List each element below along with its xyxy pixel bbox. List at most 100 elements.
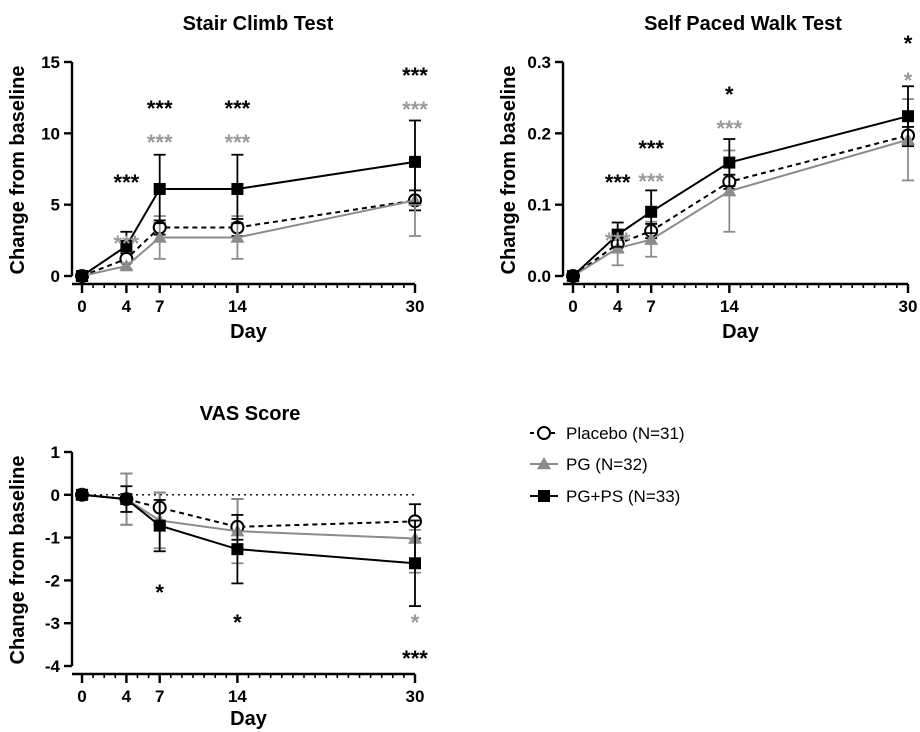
x-tick-label: 4 bbox=[122, 297, 132, 316]
significance-marker: *** bbox=[402, 63, 428, 88]
x-tick-label: 14 bbox=[228, 297, 247, 316]
legend-label: Placebo (N=31) bbox=[566, 424, 685, 443]
y-tick-label: 5 bbox=[51, 196, 60, 215]
pgps-point bbox=[409, 557, 421, 570]
significance-marker: *** bbox=[114, 170, 140, 195]
y-tick-label: -3 bbox=[45, 614, 60, 633]
significance-marker: *** bbox=[402, 646, 428, 671]
significance-marker: *** bbox=[605, 170, 631, 195]
legend-marker bbox=[538, 490, 550, 502]
chart-0: Stair Climb Test Change from baseline Day 0… bbox=[7, 13, 428, 343]
x-tick-label: 30 bbox=[899, 297, 918, 316]
significance-marker: *** bbox=[402, 97, 428, 122]
pg-point bbox=[230, 230, 245, 243]
x-axis-label: Day bbox=[230, 321, 268, 343]
significance-marker: * bbox=[904, 31, 913, 56]
y-tick-label: 0.1 bbox=[527, 196, 551, 215]
y-tick-label: -2 bbox=[45, 571, 60, 590]
pgps-point bbox=[645, 205, 658, 218]
x-tick-label: 0 bbox=[77, 297, 86, 316]
pgps-point bbox=[902, 110, 914, 123]
x-axis-label: Day bbox=[230, 708, 268, 730]
y-axis-label: Change from baseline bbox=[7, 66, 29, 275]
legend-entry-1: PG (N=32) bbox=[530, 455, 648, 474]
legend-entry-2: PG+PS (N=33) bbox=[530, 487, 680, 506]
x-tick-label: 7 bbox=[155, 297, 164, 316]
y-axis-label: Change from baseline bbox=[7, 456, 29, 665]
significance-marker: * bbox=[904, 68, 913, 93]
pg-point bbox=[152, 230, 167, 243]
pgps-point bbox=[723, 156, 736, 169]
significance-marker: * bbox=[233, 610, 242, 635]
significance-marker: *** bbox=[605, 228, 631, 253]
pg-point bbox=[722, 184, 737, 197]
significance-marker: *** bbox=[225, 96, 251, 121]
x-tick-label: 30 bbox=[406, 687, 425, 706]
significance-marker: *** bbox=[716, 116, 742, 141]
series-placebo bbox=[566, 126, 915, 283]
significance-annotations: *** *** *** *** *** *** *** *** bbox=[114, 63, 429, 256]
significance-marker: *** bbox=[147, 130, 173, 155]
significance-marker: *** bbox=[638, 136, 664, 161]
significance-marker: *** bbox=[638, 169, 664, 194]
y-tick-label: 0.3 bbox=[527, 53, 551, 72]
pgps-point bbox=[231, 182, 244, 195]
x-tick-label: 14 bbox=[228, 687, 247, 706]
legend-entry-0: Placebo (N=31) bbox=[530, 424, 685, 443]
significance-marker: * bbox=[155, 580, 164, 605]
pgps-point bbox=[611, 228, 624, 241]
series-placebo bbox=[75, 472, 422, 541]
legend-marker bbox=[537, 457, 551, 470]
pgps-point bbox=[153, 182, 166, 195]
x-axis-label: Day bbox=[722, 321, 760, 343]
y-tick-label: -4 bbox=[45, 657, 61, 676]
pgps-point bbox=[76, 488, 88, 501]
chart-2: VAS Score Change from baseline Day 1 0 -1 -2 -3… bbox=[7, 403, 428, 730]
x-tick-label: 0 bbox=[568, 297, 577, 316]
significance-marker: *** bbox=[114, 231, 140, 256]
significance-annotations: ****************** bbox=[605, 31, 913, 253]
y-tick-label: 1 bbox=[51, 443, 60, 462]
series-pgps bbox=[76, 485, 421, 607]
significance-marker: *** bbox=[147, 96, 173, 121]
pg-point bbox=[119, 259, 134, 272]
series-pgps bbox=[567, 85, 914, 282]
pg-point bbox=[644, 232, 659, 245]
pgps-point bbox=[567, 270, 579, 282]
chart-title: Stair Climb Test bbox=[183, 13, 334, 35]
y-tick-label: 15 bbox=[41, 53, 60, 72]
significance-marker: * bbox=[411, 610, 420, 635]
y-tick-label: 10 bbox=[41, 124, 60, 143]
chart-1: Self Paced Walk Test Change from baseline… bbox=[498, 13, 917, 343]
pgps-point bbox=[120, 240, 133, 253]
x-tick-label: 14 bbox=[720, 297, 739, 316]
pgps-point bbox=[231, 543, 244, 556]
x-tick-label: 30 bbox=[406, 297, 425, 316]
pgps-point bbox=[76, 270, 88, 282]
y-tick-label: -1 bbox=[45, 529, 60, 548]
y-axis-label: Change from baseline bbox=[498, 66, 520, 275]
legend-label: PG+PS (N=33) bbox=[566, 487, 680, 506]
y-tick-label: 0 bbox=[51, 486, 60, 505]
significance-marker: *** bbox=[225, 130, 251, 155]
legend-label: PG (N=32) bbox=[566, 455, 648, 474]
series-pgps bbox=[76, 119, 421, 282]
x-tick-label: 7 bbox=[646, 297, 655, 316]
x-tick-label: 7 bbox=[155, 687, 164, 706]
x-tick-label: 4 bbox=[613, 297, 623, 316]
y-tick-label: 0.2 bbox=[527, 124, 551, 143]
y-tick-label: 0.0 bbox=[527, 267, 551, 286]
placebo-line bbox=[572, 134, 909, 277]
significance-annotations: ** **** bbox=[155, 580, 428, 671]
chart-title: VAS Score bbox=[200, 403, 301, 425]
pgps-point bbox=[120, 493, 133, 506]
chart-title: Self Paced Walk Test bbox=[644, 13, 842, 35]
x-tick-label: 4 bbox=[122, 687, 132, 706]
legend-marker bbox=[537, 426, 551, 440]
y-tick-label: 0 bbox=[51, 267, 60, 286]
pgps-point bbox=[153, 519, 166, 532]
legend: Placebo (N=31) PG (N=32) PG+PS (N=33) bbox=[530, 424, 685, 506]
pgps-point bbox=[409, 155, 421, 168]
significance-marker: * bbox=[725, 82, 734, 107]
